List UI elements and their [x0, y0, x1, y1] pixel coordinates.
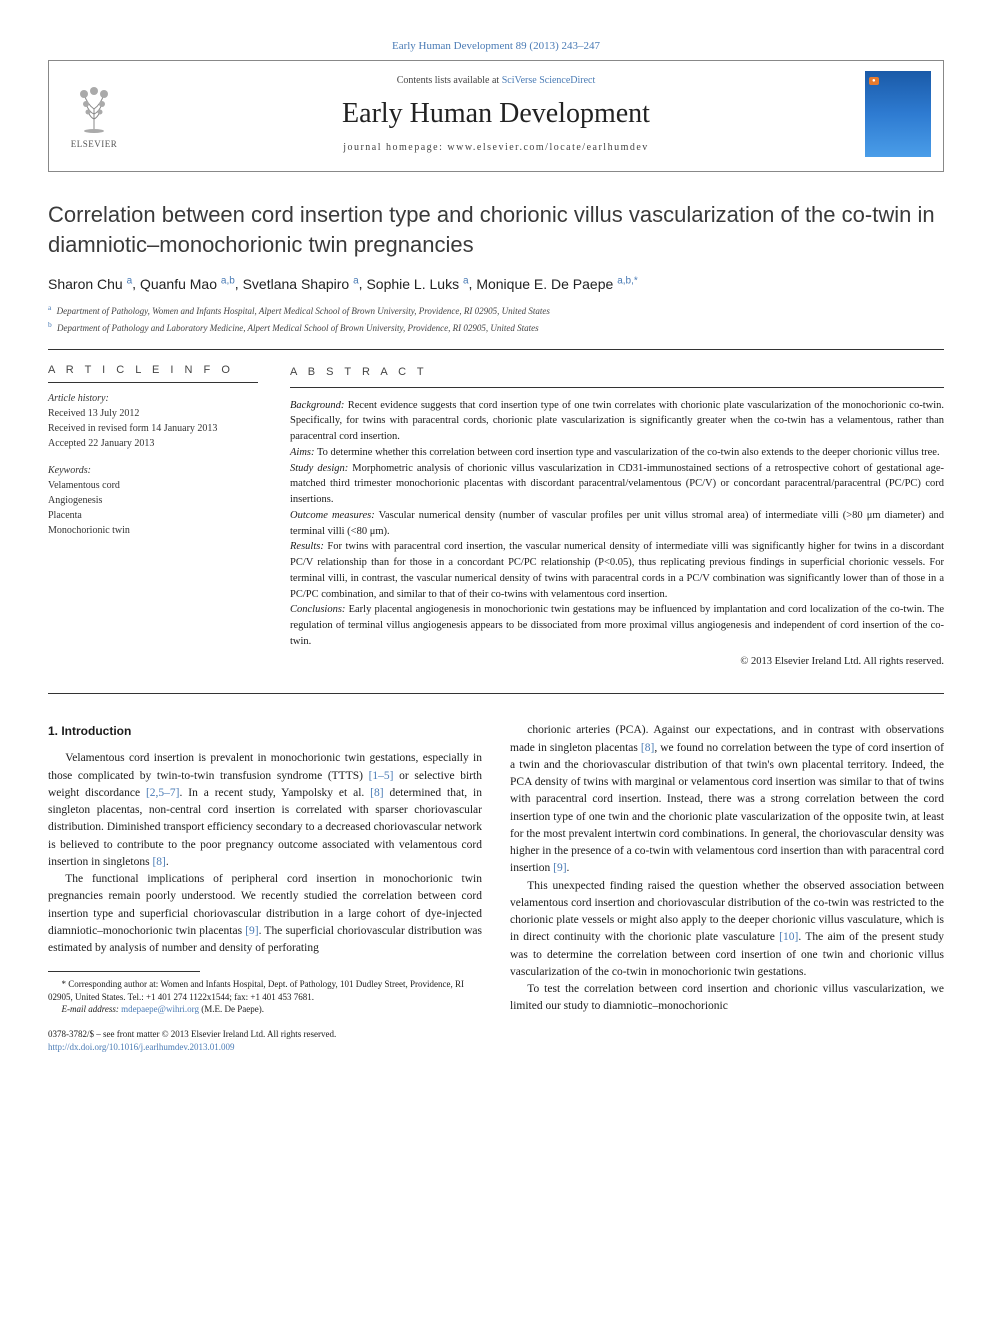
- abstract-heading: A B S T R A C T: [290, 364, 944, 388]
- journal-homepage: journal homepage: www.elsevier.com/locat…: [139, 142, 853, 153]
- design-text: Morphometric analysis of chorionic villu…: [290, 463, 944, 506]
- ref-link[interactable]: [2,5–7]: [146, 787, 180, 799]
- affiliation: a Department of Pathology, Women and Inf…: [48, 302, 944, 319]
- ref-link[interactable]: [8]: [370, 787, 383, 799]
- ref-link[interactable]: [8]: [641, 742, 654, 754]
- background-label: Background:: [290, 400, 344, 411]
- author: Svetlana Shapiro a: [243, 276, 359, 292]
- ref-link[interactable]: [9]: [245, 925, 258, 937]
- publisher-logo: ELSEVIER: [49, 79, 139, 149]
- author: Monique E. De Paepe a,b,*: [476, 276, 637, 292]
- keyword: Angiogenesis: [48, 493, 258, 508]
- footnotes: * Corresponding author at: Women and Inf…: [48, 978, 482, 1016]
- accepted-date: Accepted 22 January 2013: [48, 436, 258, 451]
- keyword: Monochorionic twin: [48, 523, 258, 538]
- author: Sophie L. Luks a: [366, 276, 468, 292]
- issn-line: 0378-3782/$ – see front matter © 2013 El…: [48, 1028, 482, 1041]
- article-info-heading: A R T I C L E I N F O: [48, 364, 258, 383]
- author: Sharon Chu a: [48, 276, 132, 292]
- revised-date: Received in revised form 14 January 2013: [48, 421, 258, 436]
- author: Quanfu Mao a,b: [140, 276, 235, 292]
- article-title: Correlation between cord insertion type …: [48, 200, 944, 259]
- journal-cover-thumbnail: ●: [853, 71, 943, 157]
- abstract-panel: A B S T R A C T Background: Recent evide…: [290, 364, 944, 669]
- sciencedirect-link[interactable]: SciVerse ScienceDirect: [502, 75, 596, 86]
- journal-header: ELSEVIER Contents lists available at Sci…: [48, 60, 944, 172]
- footer: 0378-3782/$ – see front matter © 2013 El…: [48, 1028, 482, 1053]
- results-text: For twins with paracentral cord insertio…: [290, 541, 944, 599]
- outcome-label: Outcome measures:: [290, 510, 375, 521]
- email-label: E-mail address:: [62, 1004, 119, 1014]
- ref-link[interactable]: [10]: [779, 931, 798, 943]
- ref-link[interactable]: [1–5]: [369, 770, 394, 782]
- history-label: Article history:: [48, 393, 258, 404]
- section-1-heading: 1. Introduction: [48, 722, 482, 740]
- affiliation: b Department of Pathology and Laboratory…: [48, 319, 944, 336]
- footnote-divider: [48, 971, 200, 972]
- divider: [48, 349, 944, 350]
- author-list: Sharon Chu a, Quanfu Mao a,b, Svetlana S…: [48, 275, 944, 292]
- keyword: Velamentous cord: [48, 478, 258, 493]
- affiliation-list: a Department of Pathology, Women and Inf…: [48, 302, 944, 335]
- journal-title: Early Human Development: [139, 98, 853, 130]
- email-link[interactable]: mdepaepe@wihri.org: [121, 1004, 199, 1014]
- aims-text: To determine whether this correlation be…: [317, 447, 940, 458]
- conclusions-label: Conclusions:: [290, 604, 345, 615]
- elsevier-tree-icon: [69, 79, 119, 135]
- corresponding-author-note: * Corresponding author at: Women and Inf…: [48, 978, 482, 1003]
- outcome-text: Vascular numerical density (number of va…: [290, 510, 944, 537]
- conclusions-text: Early placental angiogenesis in monochor…: [290, 604, 944, 647]
- doi-link[interactable]: http://dx.doi.org/10.1016/j.earlhumdev.2…: [48, 1042, 235, 1052]
- abstract-copyright: © 2013 Elsevier Ireland Ltd. All rights …: [290, 654, 944, 670]
- ref-link[interactable]: [9]: [553, 862, 566, 874]
- design-label: Study design:: [290, 463, 348, 474]
- publisher-name: ELSEVIER: [61, 139, 127, 149]
- aims-label: Aims:: [290, 447, 315, 458]
- keywords-label: Keywords:: [48, 465, 258, 476]
- page-header-citation[interactable]: Early Human Development 89 (2013) 243–24…: [48, 40, 944, 52]
- received-date: Received 13 July 2012: [48, 406, 258, 421]
- background-text: Recent evidence suggests that cord inser…: [290, 400, 944, 443]
- contents-list-line: Contents lists available at SciVerse Sci…: [139, 75, 853, 86]
- keyword: Placenta: [48, 508, 258, 523]
- email-author: (M.E. De Paepe).: [201, 1004, 264, 1014]
- cover-badge-icon: ●: [869, 77, 879, 85]
- divider: [48, 693, 944, 694]
- article-info-panel: A R T I C L E I N F O Article history: R…: [48, 364, 258, 669]
- results-label: Results:: [290, 541, 324, 552]
- body-text: 1. Introduction Velamentous cord inserti…: [48, 722, 944, 1053]
- ref-link[interactable]: [8]: [152, 856, 165, 868]
